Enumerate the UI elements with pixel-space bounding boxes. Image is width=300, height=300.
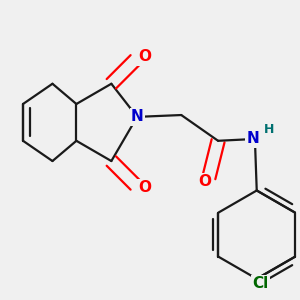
Text: O: O bbox=[138, 180, 151, 195]
Text: N: N bbox=[247, 131, 260, 146]
Text: H: H bbox=[264, 123, 274, 136]
Text: O: O bbox=[138, 50, 151, 64]
Text: N: N bbox=[131, 110, 143, 124]
Text: O: O bbox=[198, 174, 211, 189]
Text: Cl: Cl bbox=[252, 276, 268, 291]
